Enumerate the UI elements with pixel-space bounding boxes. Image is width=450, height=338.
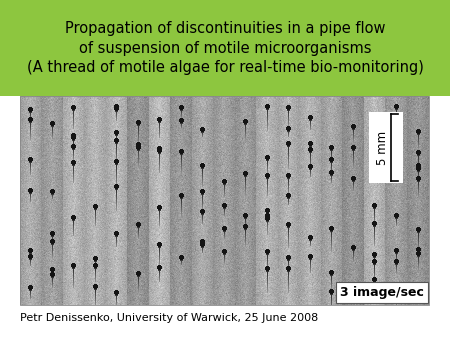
Text: 5 mm: 5 mm	[375, 130, 388, 165]
Text: 3 image/sec: 3 image/sec	[340, 286, 424, 299]
Bar	[20, 96, 429, 305]
Text: Propagation of discontinuities in a pipe flow
of suspension of motile microorgan: Propagation of discontinuities in a pipe…	[27, 21, 423, 75]
Text: Petr Denissenko, University of Warwick, 25 June 2008: Petr Denissenko, University of Warwick, …	[20, 313, 318, 323]
Bar	[369, 112, 403, 183]
Bar	[0, 0, 450, 96]
